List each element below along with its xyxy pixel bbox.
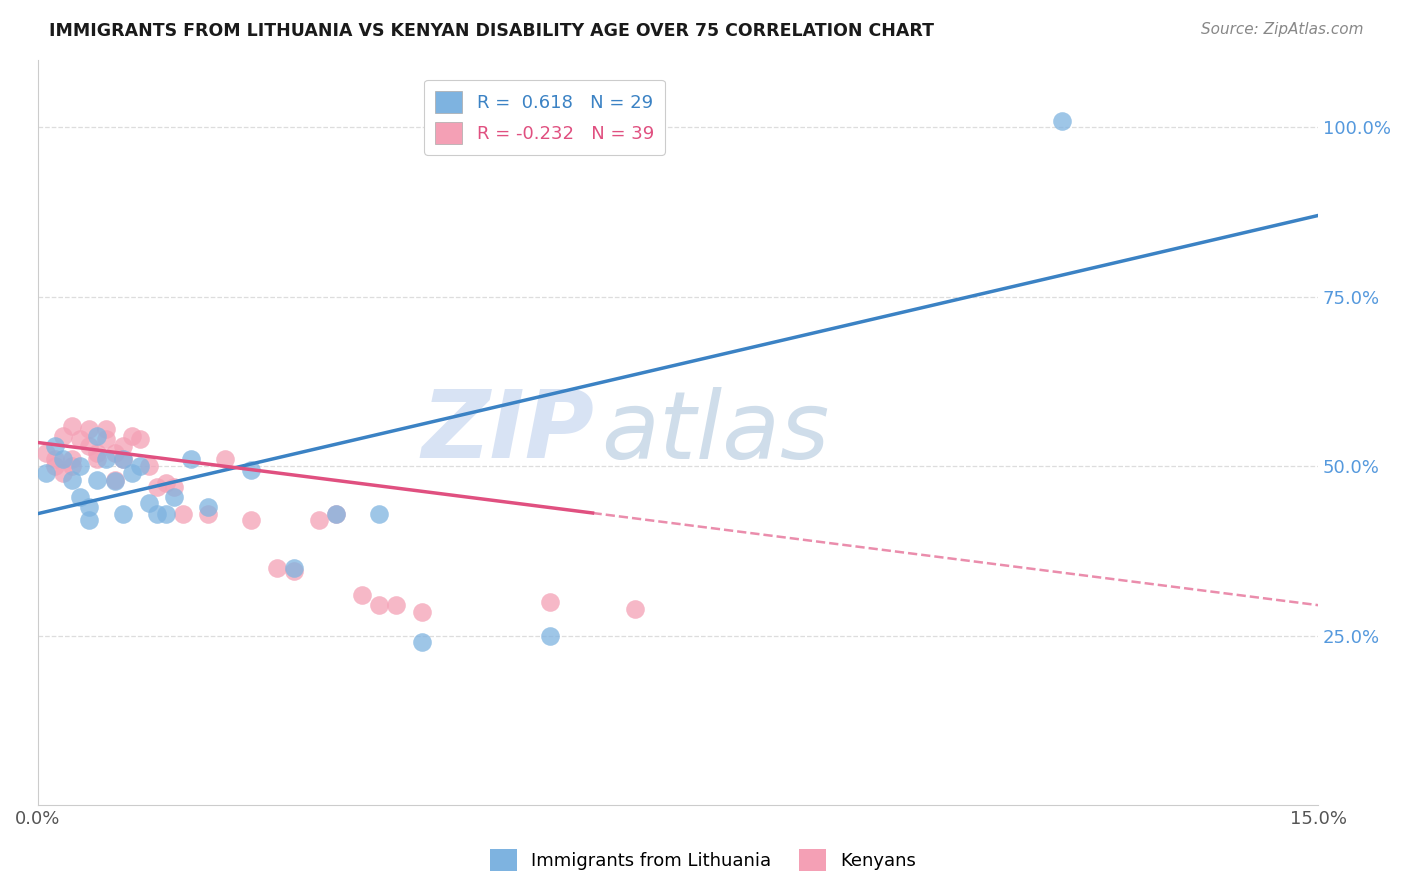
Point — [69, 490, 91, 504]
Point — [155, 476, 177, 491]
Point — [94, 452, 117, 467]
Text: Source: ZipAtlas.com: Source: ZipAtlas.com — [1201, 22, 1364, 37]
Point — [180, 452, 202, 467]
Point — [1050, 113, 1073, 128]
Point — [44, 452, 66, 467]
Point — [69, 432, 91, 446]
Point — [308, 513, 330, 527]
Point — [325, 507, 347, 521]
Point — [325, 507, 347, 521]
Point — [112, 439, 135, 453]
Point — [283, 564, 305, 578]
Point — [624, 601, 647, 615]
Point — [86, 428, 108, 442]
Point — [163, 490, 186, 504]
Text: atlas: atlas — [602, 387, 830, 478]
Point — [44, 439, 66, 453]
Point — [138, 459, 160, 474]
Point — [86, 473, 108, 487]
Point — [129, 432, 152, 446]
Point — [368, 598, 391, 612]
Point — [138, 496, 160, 510]
Point — [538, 595, 561, 609]
Point — [368, 507, 391, 521]
Point — [129, 459, 152, 474]
Point — [112, 452, 135, 467]
Point — [60, 452, 83, 467]
Point — [197, 500, 219, 514]
Point — [112, 452, 135, 467]
Point — [77, 513, 100, 527]
Point — [44, 459, 66, 474]
Point — [266, 561, 288, 575]
Point — [52, 466, 75, 480]
Point — [77, 439, 100, 453]
Legend: R =  0.618   N = 29, R = -0.232   N = 39: R = 0.618 N = 29, R = -0.232 N = 39 — [425, 79, 665, 154]
Point — [146, 507, 169, 521]
Point — [77, 422, 100, 436]
Point — [121, 428, 143, 442]
Point — [283, 561, 305, 575]
Point — [60, 418, 83, 433]
Point — [94, 432, 117, 446]
Text: IMMIGRANTS FROM LITHUANIA VS KENYAN DISABILITY AGE OVER 75 CORRELATION CHART: IMMIGRANTS FROM LITHUANIA VS KENYAN DISA… — [49, 22, 934, 40]
Point — [103, 473, 125, 487]
Point — [86, 445, 108, 459]
Point — [94, 422, 117, 436]
Point — [214, 452, 236, 467]
Point — [352, 588, 374, 602]
Point — [77, 500, 100, 514]
Point — [411, 605, 433, 619]
Point — [240, 462, 263, 476]
Point — [35, 445, 58, 459]
Point — [411, 635, 433, 649]
Point — [112, 507, 135, 521]
Point — [163, 479, 186, 493]
Point — [121, 466, 143, 480]
Point — [172, 507, 194, 521]
Point — [103, 474, 125, 488]
Point — [69, 459, 91, 474]
Point — [35, 466, 58, 480]
Point — [155, 507, 177, 521]
Point — [52, 428, 75, 442]
Point — [60, 459, 83, 474]
Point — [103, 445, 125, 459]
Point — [52, 452, 75, 467]
Point — [240, 513, 263, 527]
Point — [60, 473, 83, 487]
Point — [197, 507, 219, 521]
Point — [146, 479, 169, 493]
Text: ZIP: ZIP — [422, 386, 595, 478]
Point — [86, 452, 108, 467]
Legend: Immigrants from Lithuania, Kenyans: Immigrants from Lithuania, Kenyans — [482, 842, 924, 879]
Point — [538, 629, 561, 643]
Point — [385, 598, 408, 612]
